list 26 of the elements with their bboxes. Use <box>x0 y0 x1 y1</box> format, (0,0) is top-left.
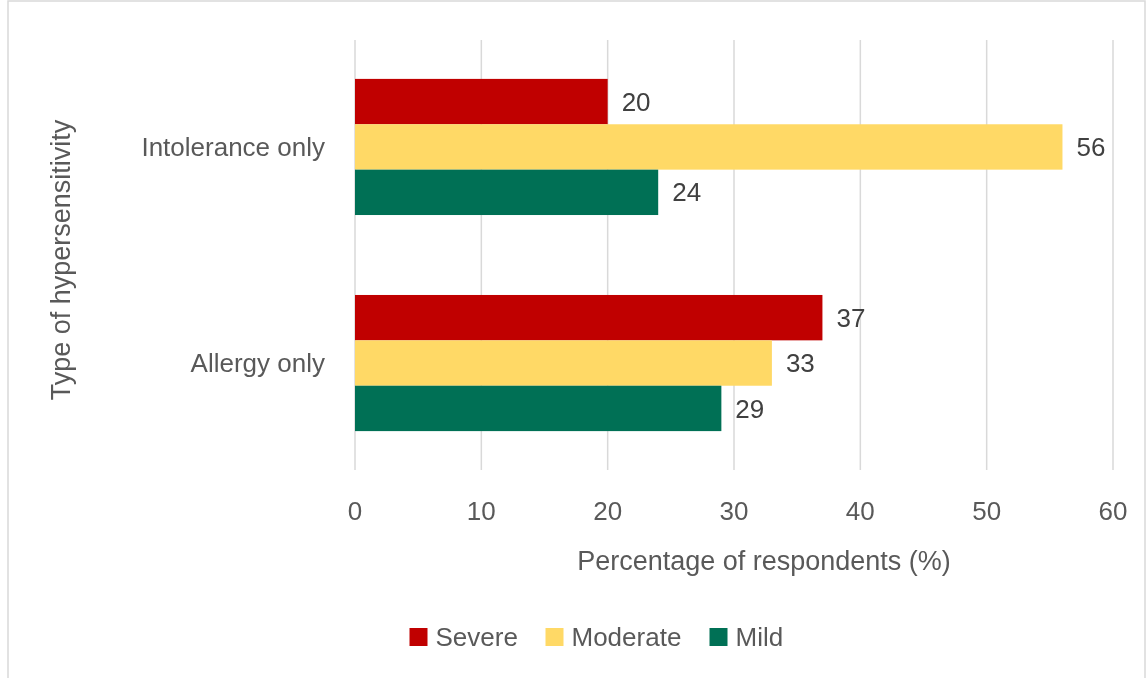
x-tick-label: 60 <box>1098 496 1128 526</box>
data-label: 33 <box>785 348 815 379</box>
x-tick-label: 40 <box>845 496 875 526</box>
x-axis-title: Percentage of respondents (%) <box>577 546 951 576</box>
x-tick-label: 50 <box>972 496 1002 526</box>
x-tick-label: 30 <box>719 496 749 526</box>
data-label: 20 <box>621 86 651 117</box>
bar <box>355 294 823 341</box>
data-label: 29 <box>735 393 765 424</box>
y-axis-title: Type of hypersensitivity <box>46 119 76 401</box>
legend-label: Mild <box>735 622 784 653</box>
data-label: 56 <box>1076 132 1106 163</box>
legend-label: Severe <box>435 622 518 653</box>
data-label: 37 <box>836 302 866 333</box>
bar <box>355 78 608 125</box>
x-tick-label: 0 <box>347 496 363 526</box>
bar <box>355 385 722 432</box>
y-tick-label: Allergy only <box>190 348 325 379</box>
bar <box>355 124 1063 170</box>
legend-label: Moderate <box>571 622 682 653</box>
bar <box>355 169 659 216</box>
data-label: 24 <box>672 177 702 208</box>
bar <box>355 340 772 386</box>
x-tick-label: 20 <box>593 496 623 526</box>
x-tick-label: 10 <box>466 496 496 526</box>
y-tick-label: Intolerance only <box>141 132 325 163</box>
